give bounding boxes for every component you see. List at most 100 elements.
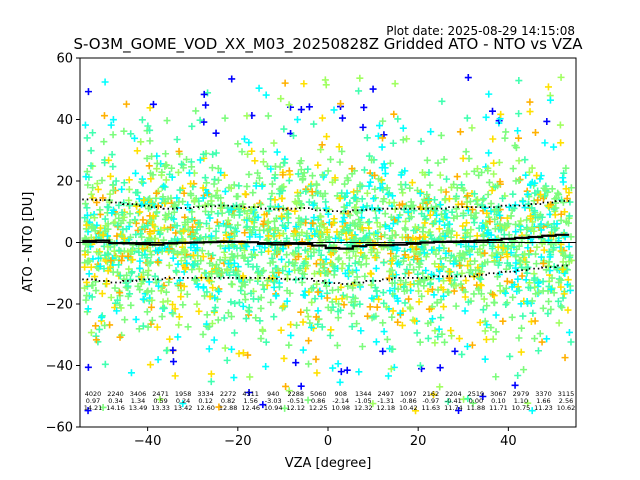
bin-count-label: 2240 <box>107 390 124 398</box>
scatter-point <box>267 298 275 306</box>
scatter-point <box>539 287 547 295</box>
scatter-point <box>162 288 170 296</box>
scatter-point <box>238 282 246 290</box>
scatter-point <box>482 113 490 121</box>
scatter-point <box>497 110 505 118</box>
scatter-point <box>262 91 270 99</box>
scatter-point <box>242 315 250 323</box>
scatter-point <box>339 260 347 268</box>
bin-count-label: 908 <box>335 390 347 398</box>
scatter-point <box>355 368 363 376</box>
scatter-point <box>238 148 246 156</box>
scatter-point <box>257 248 265 256</box>
scatter-point <box>356 281 364 289</box>
scatter-point <box>417 137 425 145</box>
scatter-point <box>138 116 146 124</box>
scatter-point <box>197 234 205 242</box>
scatter-point <box>363 202 371 210</box>
scatter-point <box>552 204 560 212</box>
scatter-point <box>469 399 477 407</box>
bin-count-label: 2288 <box>287 390 304 398</box>
scatter-point <box>173 135 181 143</box>
scatter-point <box>560 169 568 177</box>
scatter-point <box>414 270 422 278</box>
scatter-point <box>369 400 377 408</box>
scatter-point <box>460 251 468 259</box>
scatter-point <box>484 190 492 198</box>
scatter-point <box>479 231 487 239</box>
scatter-point <box>480 295 488 303</box>
scatter-point <box>512 253 520 261</box>
scatter-point <box>379 289 387 297</box>
scatter-point <box>317 219 325 227</box>
scatter-point <box>567 184 575 192</box>
scatter-point <box>506 262 514 270</box>
scatter-point <box>464 229 472 237</box>
scatter-point <box>431 339 439 347</box>
scatter-point <box>543 117 551 125</box>
scatter-point <box>89 222 97 230</box>
scatter-point <box>227 223 235 231</box>
scatter-point <box>247 206 255 214</box>
scatter-point <box>437 210 445 218</box>
scatter-point <box>566 198 574 206</box>
scatter-point <box>491 225 499 233</box>
bin-std-label: 13.33 <box>151 404 170 412</box>
scatter-point <box>438 97 446 105</box>
scatter-point <box>243 112 251 120</box>
scatter-point <box>365 152 373 160</box>
scatter-point <box>439 292 447 300</box>
scatter-point <box>537 253 545 261</box>
scatter-point <box>161 183 169 191</box>
scatter-point <box>380 160 388 168</box>
scatter-point <box>106 263 114 271</box>
scatter-point <box>201 269 209 277</box>
scatter-point <box>370 231 378 239</box>
bin-std-label: 12.18 <box>377 404 396 412</box>
scatter-point <box>336 378 344 386</box>
scatter-point <box>489 135 497 143</box>
scatter-point <box>512 267 520 275</box>
scatter-point <box>391 80 399 88</box>
scatter-point <box>109 163 117 171</box>
x-axis-label: VZA [degree] <box>285 456 372 471</box>
scatter-point <box>104 225 112 233</box>
scatter-point <box>259 281 267 289</box>
scatter-point <box>256 317 264 325</box>
scatter-point <box>397 277 405 285</box>
scatter-point <box>494 243 502 251</box>
scatter-point <box>139 268 147 276</box>
scatter-point <box>157 171 165 179</box>
scatter-point <box>91 227 99 235</box>
scatter-point <box>193 300 201 308</box>
scatter-point <box>125 176 133 184</box>
scatter-point <box>533 243 541 251</box>
scatter-point <box>154 282 162 290</box>
scatter-point <box>468 124 476 132</box>
scatter-point <box>324 167 332 175</box>
scatter-point <box>509 293 517 301</box>
scatter-point <box>169 300 177 308</box>
scatter-point <box>252 182 260 190</box>
scatter-point <box>99 194 107 202</box>
scatter-point <box>255 84 263 92</box>
scatter-point <box>129 256 137 264</box>
scatter-point <box>386 159 394 167</box>
scatter-point <box>234 140 242 148</box>
scatter-point <box>338 147 346 155</box>
scatter-point <box>551 211 559 219</box>
scatter-point <box>235 350 243 358</box>
scatter-point <box>384 190 392 198</box>
scatter-point <box>364 219 372 227</box>
scatter-point <box>517 348 525 356</box>
scatter-point <box>279 245 287 253</box>
scatter-point <box>241 229 249 237</box>
scatter-point <box>161 162 169 170</box>
scatter-point <box>250 216 258 224</box>
scatter-point <box>429 219 437 227</box>
scatter-point <box>389 139 397 147</box>
scatter-point <box>485 90 493 98</box>
scatter-point <box>168 164 176 172</box>
scatter-point <box>323 133 331 141</box>
scatter-point <box>211 294 219 302</box>
